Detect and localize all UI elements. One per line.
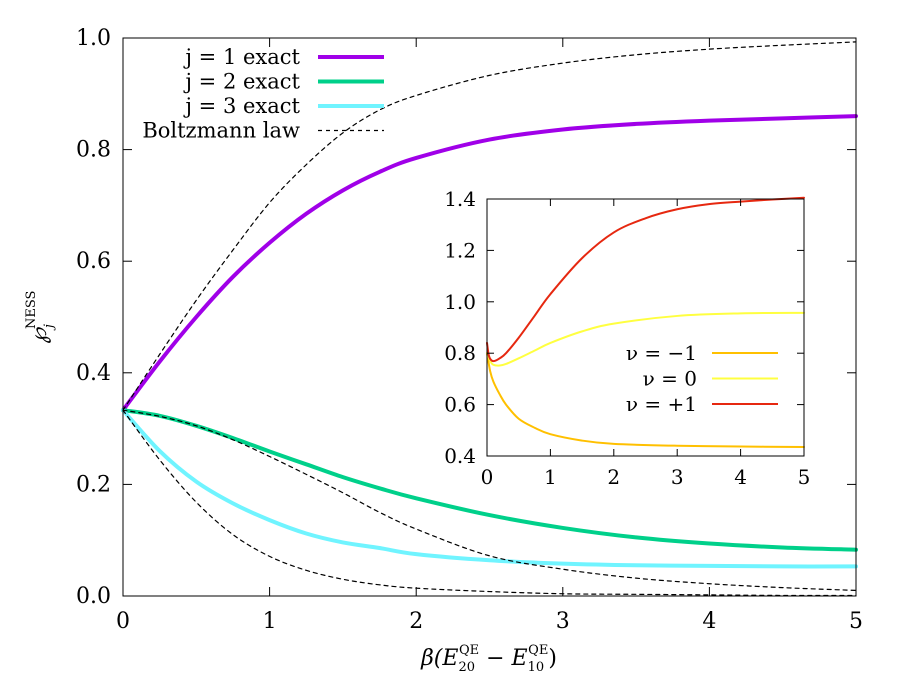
y-axis-label-sub: j bbox=[42, 324, 57, 331]
inset-series-group bbox=[486, 196, 805, 448]
main-y-tick-label: 0.0 bbox=[76, 584, 111, 609]
inset-legend: ν = −1ν = 0ν = +1 bbox=[626, 341, 778, 416]
inset-legend-label-3: ν = +1 bbox=[626, 392, 697, 416]
inset-legend-label-2: ν = 0 bbox=[643, 367, 697, 391]
main-series-line-3 bbox=[121, 408, 858, 569]
main-x-tick-label: 0 bbox=[116, 609, 130, 634]
x-axis-label-sub1: 20 bbox=[458, 660, 475, 675]
inset-series-line-3 bbox=[486, 196, 805, 363]
x-axis-label-post: ) bbox=[548, 646, 557, 671]
main-legend-label-4: Boltzmann law bbox=[142, 119, 300, 143]
main-y-tick-label: 0.4 bbox=[76, 361, 111, 386]
main-series-group bbox=[121, 41, 858, 597]
main-series-line-1 bbox=[121, 114, 858, 413]
inset-x-tick-label: 1 bbox=[544, 465, 557, 489]
x-axis-label-sup1: QE bbox=[459, 643, 479, 658]
inset-x-tick-label: 5 bbox=[798, 465, 811, 489]
inset-y-tick-label: 0.4 bbox=[444, 444, 476, 468]
x-axis-label-sup2: QE bbox=[528, 643, 548, 658]
inset-series-line-2 bbox=[486, 311, 805, 367]
main-x-tick-label: 4 bbox=[702, 609, 716, 634]
inset-y-tick-label: 0.8 bbox=[444, 341, 476, 365]
y-axis-label: ℘jNESS bbox=[24, 291, 57, 344]
inset-y-tick-label: 1.0 bbox=[444, 290, 476, 314]
main-series-line-5 bbox=[122, 409, 857, 592]
x-axis-label: β(E20 QE − E10 QE) bbox=[420, 643, 557, 675]
main-series-line-6 bbox=[122, 409, 857, 597]
inset-x-tick-label: 0 bbox=[481, 465, 494, 489]
inset-legend-label-1: ν = −1 bbox=[626, 341, 697, 365]
main-x-tick-label: 5 bbox=[849, 609, 863, 634]
main-legend-label-2: j = 2 exact bbox=[183, 70, 301, 94]
x-axis-label-mid: − E bbox=[479, 646, 527, 671]
inset-background bbox=[487, 199, 804, 456]
x-axis-label-sub2: 10 bbox=[528, 660, 545, 675]
inset-y-tick-label: 1.4 bbox=[444, 187, 476, 211]
main-y-tick-label: 0.6 bbox=[76, 249, 111, 274]
inset-ticks: 0 1 2 3 4 5 0.4 0.6 0.8 1.0 1.2 1.4 bbox=[444, 187, 810, 489]
main-x-tick-label: 2 bbox=[409, 609, 423, 634]
main-y-tick-label: 0.8 bbox=[76, 138, 111, 163]
inset-x-tick-label: 2 bbox=[607, 465, 620, 489]
main-legend-label-1: j = 1 exact bbox=[183, 45, 301, 69]
inset-series-line-1 bbox=[486, 352, 805, 448]
inset-plot: 0 1 2 3 4 5 0.4 0.6 0.8 1.0 1.2 1.4 ν = −1ν = 0ν = … bbox=[444, 187, 810, 489]
main-x-tick-label: 1 bbox=[263, 609, 277, 634]
main-plot-frame bbox=[122, 37, 857, 597]
inset-x-tick-label: 3 bbox=[671, 465, 684, 489]
inset-plot-frame bbox=[486, 198, 805, 457]
y-axis-label-sup: NESS bbox=[24, 291, 39, 329]
y-axis-label-base: ℘ bbox=[27, 326, 52, 343]
inset-y-tick-label: 0.6 bbox=[444, 393, 476, 417]
inset-x-tick-label: 4 bbox=[734, 465, 747, 489]
main-y-tick-label: 1.0 bbox=[76, 26, 111, 51]
inset-y-tick-label: 1.2 bbox=[444, 238, 476, 262]
main-y-tick-label: 0.2 bbox=[76, 472, 111, 497]
main-ticks: 0 1 2 3 4 5 0.0 0.2 0.4 0.6 0.8 1.0 bbox=[76, 26, 863, 634]
x-axis-label-pre: β(E bbox=[420, 646, 458, 671]
main-x-tick-label: 3 bbox=[556, 609, 570, 634]
main-legend-label-3: j = 3 exact bbox=[183, 94, 301, 118]
